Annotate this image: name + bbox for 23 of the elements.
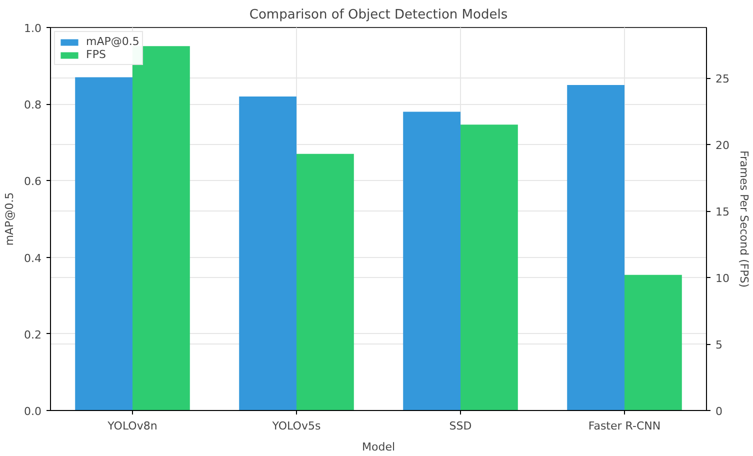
legend-label: mAP@0.5 [86,35,140,48]
y2-tick-label: 15 [716,206,730,219]
chart-title: Comparison of Object Detection Models [249,8,508,22]
y2-tick-label: 10 [716,272,730,286]
x-axis-title: Model [362,440,396,454]
y-tick-label: 1.0 [24,22,42,35]
y2-axis-title: Frames Per Second (FPS) [737,150,750,288]
legend-label: FPS [86,48,106,61]
y2-tick-label: 20 [716,139,730,152]
y-tick-label: 0.8 [24,98,42,112]
x-tick-label: SSD [449,420,472,432]
y-tick-label: 0.4 [24,252,42,265]
x-tick-label: YOLOv5s [271,420,321,432]
y2-tick-label: 25 [716,72,730,86]
y-axis-title: mAP@0.5 [3,192,16,246]
x-tick-label: Faster R-CNN [588,420,661,432]
y2-tick-label: 5 [716,338,722,352]
y2-tick-label: 0 [716,405,722,418]
bar [567,84,624,410]
y-tick-label: 0.6 [24,175,42,188]
y-tick-label: 0.0 [24,405,42,418]
x-tick-label: YOLOv8n [106,420,158,432]
y-tick-label: 0.2 [24,328,42,342]
